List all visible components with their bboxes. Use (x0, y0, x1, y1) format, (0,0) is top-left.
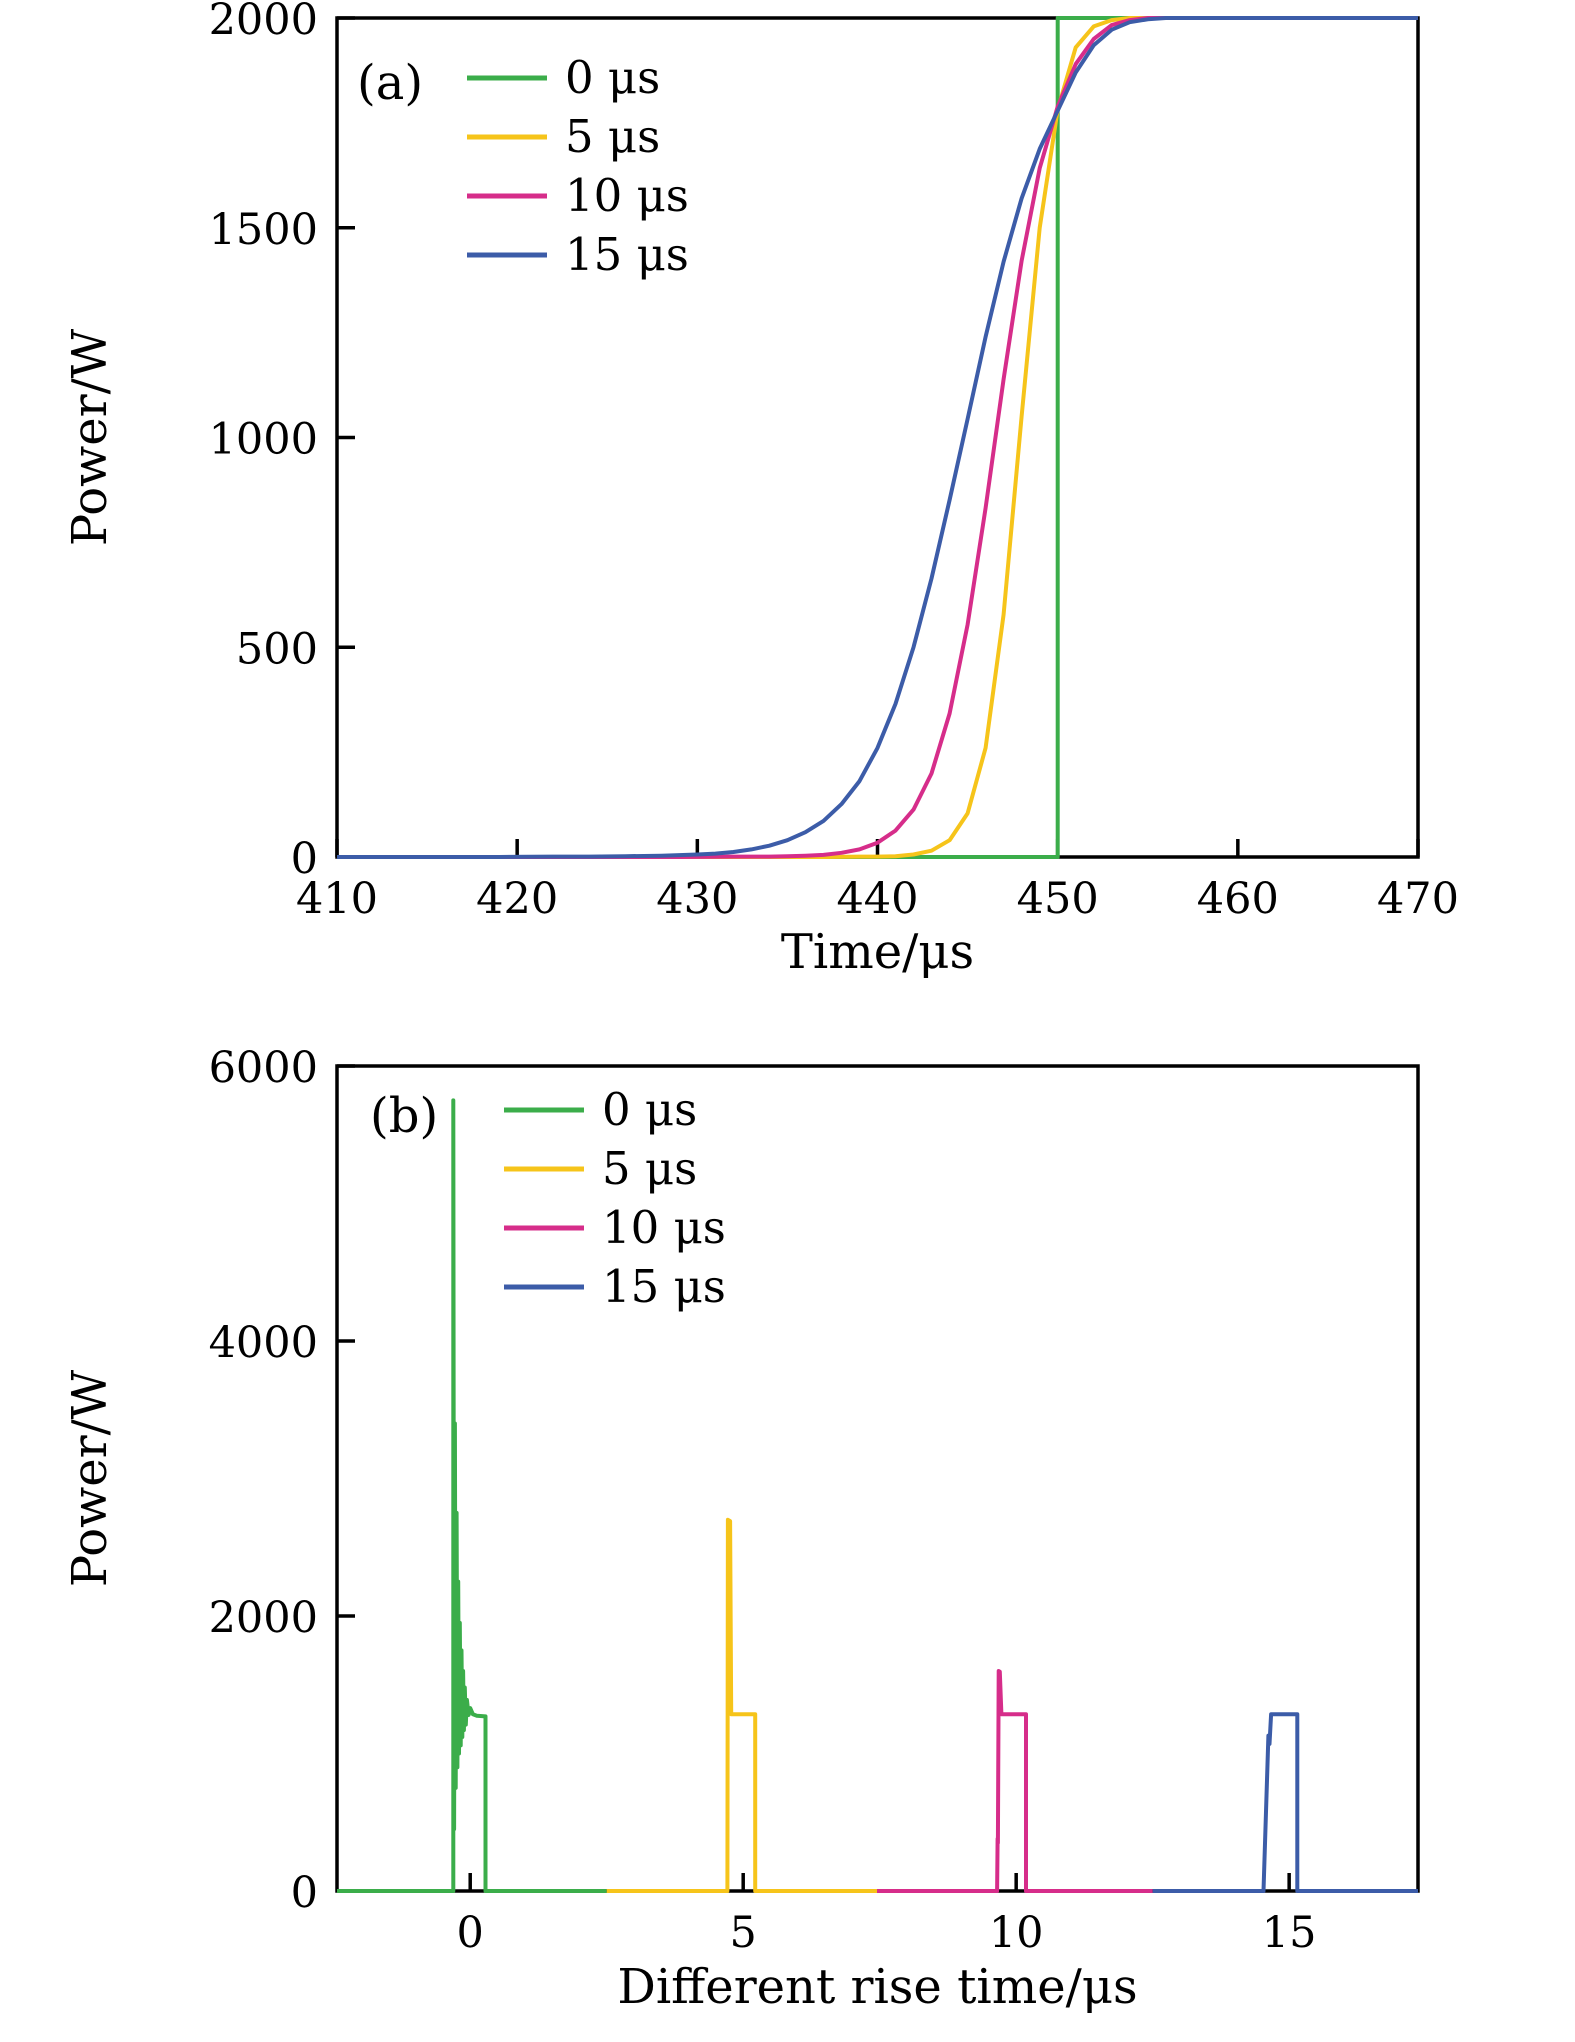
x-axis-title: Time/μs (781, 924, 974, 980)
legend-label: 5 μs (565, 110, 660, 163)
chart-panel-panel-b: 0 5 10 15 0 2000 4000 6000 0 μs 5 μs 10 μs 15 μs (b)… (62, 1043, 1420, 2015)
plot-border (335, 1064, 1420, 1893)
series-group (337, 16, 1418, 859)
x-tick-label: 410 (296, 874, 378, 924)
y-axis-title: Power/W (62, 1369, 118, 1587)
x-tick-label: 0 (457, 1908, 484, 1958)
x-tick-label: 470 (1377, 874, 1459, 924)
y-tick-label: 4000 (209, 1318, 318, 1368)
y-tick-label: 0 (291, 1868, 318, 1918)
x-axis-title: Different rise time/μs (617, 1959, 1137, 2015)
plot-border (335, 16, 1420, 859)
legend-label: 10 μs (565, 169, 689, 222)
x-tick-label: 15 (1262, 1908, 1317, 1958)
y-axis-title: Power/W (62, 328, 118, 546)
legend: 0 μs 5 μs 10 μs 15 μs (504, 1083, 726, 1313)
series-line-0μs (337, 1098, 607, 1893)
legend-label: 0 μs (602, 1083, 697, 1136)
panel-label: (b) (370, 1088, 438, 1144)
x-tick-label: 460 (1197, 874, 1279, 924)
x-tick-label: 420 (476, 874, 558, 924)
legend-label: 15 μs (565, 228, 689, 281)
legend-label: 5 μs (602, 1142, 697, 1195)
legend-label: 15 μs (602, 1260, 726, 1313)
y-tick-label: 1000 (209, 415, 318, 465)
chart-panel-panel-a: 410 420 430 440 450 460 470 0 500 1000 1500 2000 0 μ… (62, 0, 1459, 980)
legend-label: 10 μs (602, 1201, 726, 1254)
series-group (337, 1098, 1418, 1893)
y-tick-label: 1500 (209, 205, 318, 255)
series-line-15μs (337, 16, 1418, 859)
y-tick-label: 6000 (209, 1043, 318, 1093)
y-tick-label: 500 (236, 624, 318, 674)
x-tick-label: 430 (656, 874, 738, 924)
series-line-10μs (337, 16, 1418, 859)
panel-label: (a) (357, 55, 423, 111)
series-line-10μs (877, 1669, 1153, 1893)
series-line-5μs (606, 1517, 877, 1893)
x-tick-label: 10 (989, 1908, 1044, 1958)
legend-label: 0 μs (565, 51, 660, 104)
y-tick-label: 2000 (209, 0, 318, 45)
x-tick-label: 440 (836, 874, 918, 924)
x-tick-label: 5 (730, 1908, 757, 1958)
y-tick-label: 2000 (209, 1593, 318, 1643)
series-line-0μs (337, 16, 1418, 859)
legend: 0 μs 5 μs 10 μs 15 μs (467, 51, 689, 281)
series-line-5μs (337, 16, 1418, 859)
y-tick-label: 0 (291, 834, 318, 884)
x-tick-label: 450 (1017, 874, 1099, 924)
series-line-15μs (1152, 1712, 1418, 1893)
